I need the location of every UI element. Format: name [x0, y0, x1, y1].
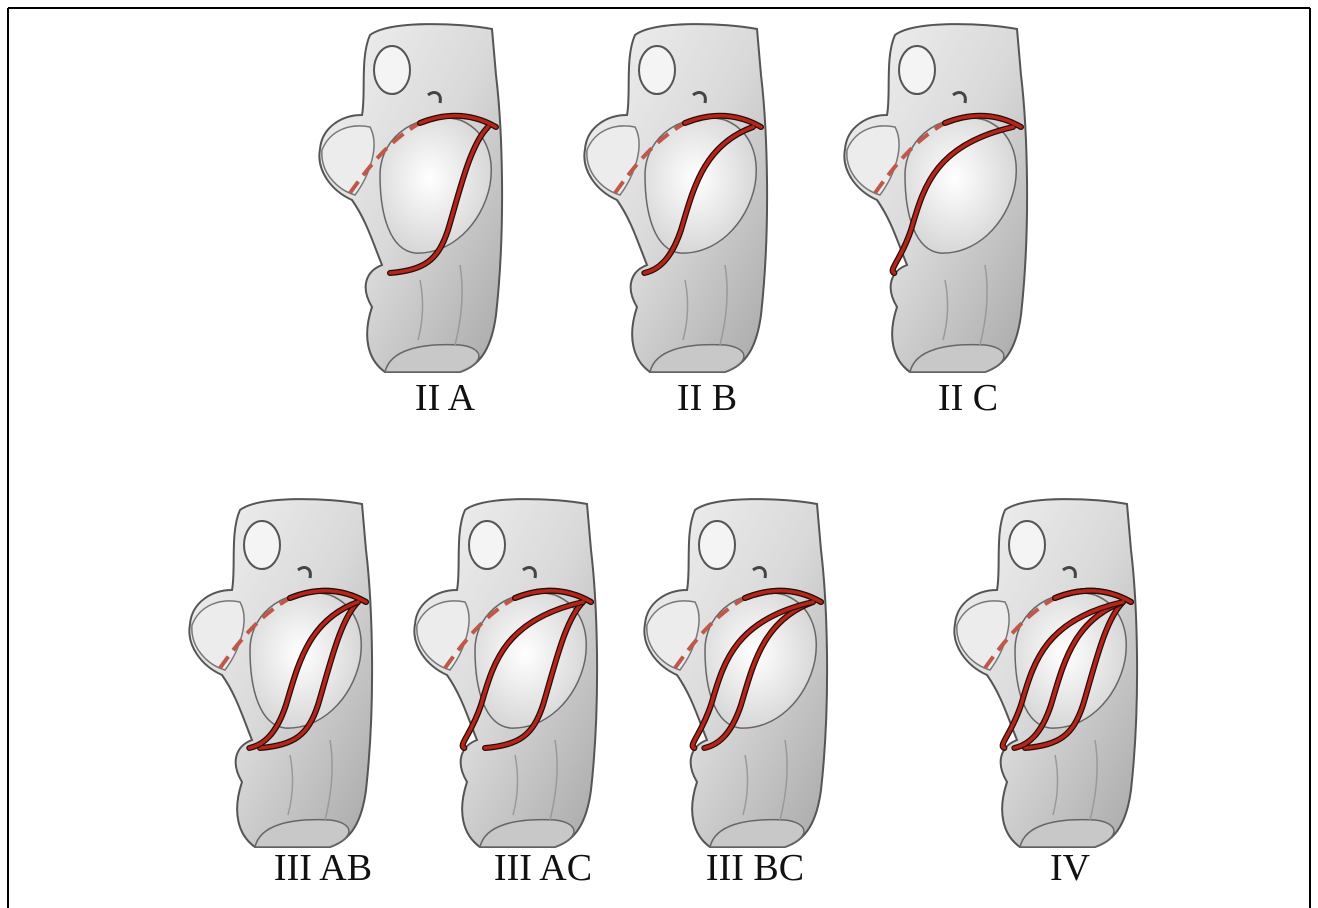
panel-label: II C — [938, 377, 998, 419]
page: II AII BII CIII ABIII ACIII BCIV (() => … — [0, 0, 1318, 908]
bone-panel — [189, 499, 372, 847]
panel-label: II A — [415, 377, 476, 419]
bone-panel — [584, 24, 767, 372]
bone-drawing — [954, 499, 1137, 847]
bone-drawing — [414, 499, 597, 847]
bone-panel — [844, 24, 1027, 372]
bone-panel — [319, 24, 502, 372]
bone-drawing — [644, 499, 827, 847]
panel-label: III BC — [706, 847, 804, 889]
bone-panel — [954, 499, 1137, 847]
panel-label: II B — [677, 377, 737, 419]
bone-drawing — [319, 24, 502, 372]
panels: II A II B II C III AB III AC III BC IV — [189, 24, 1137, 889]
bone-drawing — [844, 24, 1027, 372]
figure: II A II B II C III AB III AC III BC IV — [0, 0, 1318, 908]
bone-drawing — [189, 499, 372, 847]
panel-label: IV — [1050, 847, 1091, 889]
bone-drawing — [584, 24, 767, 372]
bone-panel — [644, 499, 827, 847]
panel-label: III AB — [274, 847, 372, 889]
panel-label: III AC — [494, 847, 592, 889]
bone-panel — [414, 499, 597, 847]
